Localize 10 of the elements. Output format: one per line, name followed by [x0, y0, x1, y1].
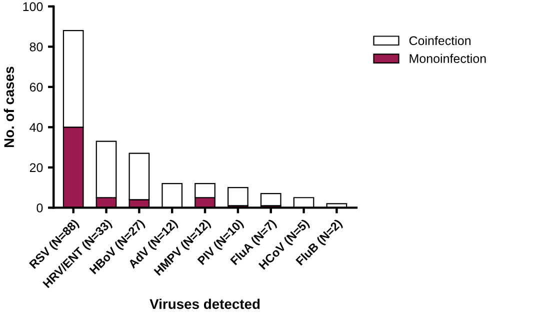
y-axis-title: No. of cases	[4, 66, 14, 148]
y-tick-label: 40	[30, 122, 43, 132]
legend-label: Monoinfection	[410, 54, 486, 64]
y-tick-label: 0	[36, 203, 43, 212]
x-axis-title: Viruses detected	[150, 298, 260, 309]
y-tick-label: 60	[30, 82, 43, 92]
y-tick-label: 100	[23, 2, 43, 12]
legend-label: Coinfection	[409, 36, 470, 46]
y-tick-label: 80	[30, 42, 43, 52]
y-tick-label: 20	[30, 163, 43, 172]
